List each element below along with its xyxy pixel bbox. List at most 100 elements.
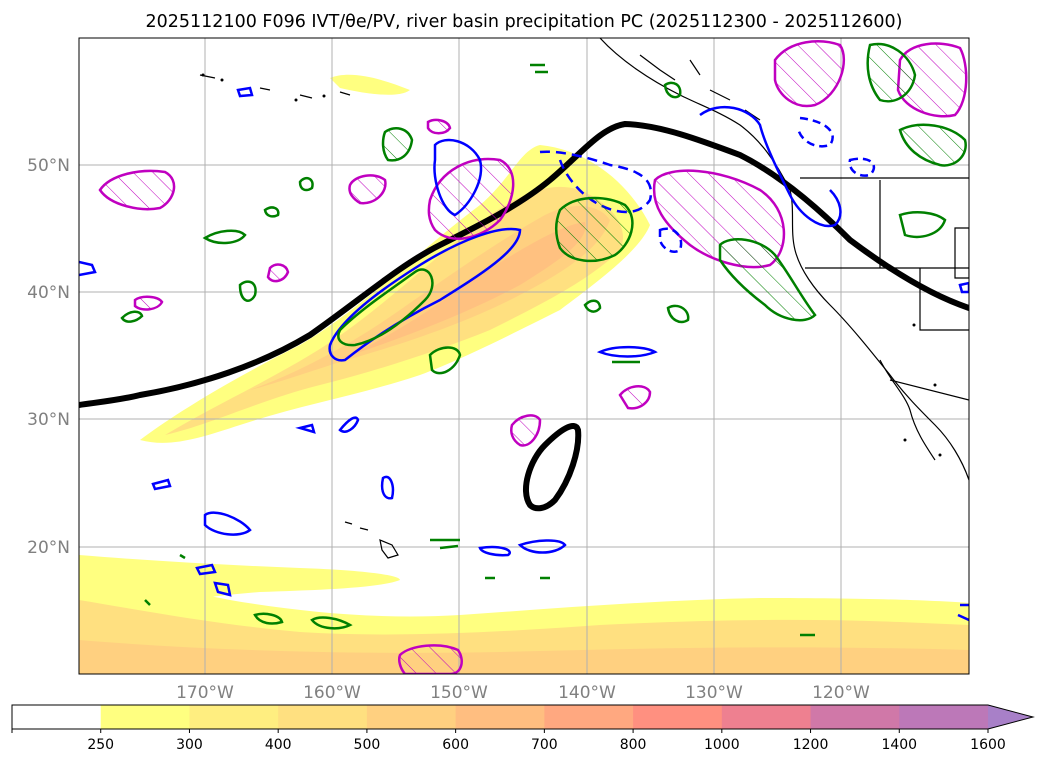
precip-g-8 <box>238 280 257 302</box>
colorbar-segment <box>189 705 279 729</box>
colorbar-label: 400 <box>265 737 292 753</box>
colorbar-label: 500 <box>354 737 381 753</box>
lon-label-160w: 160°W <box>303 683 361 703</box>
ivt-subtropical-400 <box>79 640 969 674</box>
precip-g-15 <box>666 304 690 324</box>
lon-label-130w: 130°W <box>685 683 743 703</box>
precip-g-11 <box>253 612 284 625</box>
pv-b-1 <box>328 227 522 362</box>
colorbar-segment <box>455 705 545 729</box>
precip-g-6 <box>898 123 967 167</box>
pv-m-5 <box>773 40 845 108</box>
map-panel <box>79 38 969 674</box>
lat-labels: 50°N 40°N 30°N 20°N <box>27 156 70 558</box>
aleutian-chain <box>199 74 351 99</box>
precip-g-23 <box>298 176 314 192</box>
lon-label-150w: 150°W <box>430 683 488 703</box>
precip-g-2 <box>381 127 414 162</box>
colorbar-extend-arrow <box>988 705 1033 729</box>
colorbar-label: 600 <box>442 737 469 753</box>
pv-m-7 <box>510 414 542 447</box>
mexico-border <box>889 379 969 401</box>
colorbar-label: 1600 <box>970 737 1006 753</box>
baja-coast <box>879 359 936 461</box>
colorbar-label: 250 <box>87 737 114 753</box>
colorbar-label: 1000 <box>704 737 740 753</box>
colorbar: 250 300 400 500 600 700 800 1000 1200 1400 1600 <box>11 704 1035 753</box>
pv-b-2 <box>433 138 483 217</box>
pv-m-11 <box>133 295 164 311</box>
precip-g-14 <box>583 299 602 313</box>
map-frame <box>78 37 970 675</box>
island-specks <box>201 73 942 457</box>
colorbar-label: 800 <box>620 737 647 753</box>
colorbar-label: 1200 <box>793 737 829 753</box>
precip-g-20 <box>144 553 186 606</box>
colorbar-segment <box>12 705 102 729</box>
hawaii <box>344 521 399 559</box>
precip-g-12 <box>310 616 353 630</box>
colorbar-segment <box>721 705 812 729</box>
lon-label-120w: 120°W <box>812 683 870 703</box>
lon-label-140w: 140°W <box>558 683 616 703</box>
pv-b-9 <box>151 478 232 597</box>
lat-label-50n: 50°N <box>27 156 70 176</box>
lon-labels: 170°W 160°W 150°W 140°W 130°W 120°W <box>176 683 870 703</box>
pv-m-8 <box>618 385 652 410</box>
colorbar-outline <box>11 704 1035 730</box>
pv-b-4 <box>596 345 658 358</box>
precip-g-17 <box>663 81 682 99</box>
pv-m-6 <box>896 42 968 118</box>
figure-title: 2025112100 F096 IVT/θe/PV, river basin p… <box>146 12 903 32</box>
pv-b-7 <box>478 539 567 557</box>
colorbar-label: 1400 <box>881 737 917 753</box>
colorbar-segment <box>544 705 634 729</box>
lat-label-30n: 30°N <box>27 410 70 430</box>
pv-m-9 <box>397 644 463 674</box>
precip-g-13 <box>430 538 460 550</box>
pv-b-dash-4 <box>848 157 876 177</box>
ivt-north-patch <box>330 74 410 95</box>
colorbar-label: 300 <box>176 737 203 753</box>
pv-b-dash-2 <box>658 227 683 253</box>
pv-m-1 <box>98 169 176 211</box>
colorbar-segment <box>810 705 900 729</box>
precip-g-7 <box>428 346 462 375</box>
colorbar-segment <box>278 705 368 729</box>
pv-m-10 <box>426 118 452 135</box>
precip-g-18 <box>898 211 947 239</box>
precip-g-3 <box>555 196 634 263</box>
theta-e-main <box>79 120 969 408</box>
pv-m-2 <box>348 174 387 205</box>
alaska-coast <box>599 38 969 481</box>
theta-e-contours <box>79 120 969 512</box>
gridlines <box>79 38 969 674</box>
precip-g-16 <box>120 310 144 323</box>
pv-b-8 <box>79 260 97 277</box>
precip-g-5 <box>866 42 917 103</box>
pv-b-6 <box>380 475 395 500</box>
colorbar-segment <box>633 705 723 729</box>
precip-green-contours <box>120 42 967 637</box>
pv-b-10 <box>295 416 360 434</box>
precip-g-10 <box>263 206 280 218</box>
colorbar-labels: 250 300 400 500 600 700 800 1000 1200 1400 1600 <box>87 737 1005 753</box>
pv-b-13 <box>236 86 254 98</box>
colorbar-segment <box>899 705 989 729</box>
pv-b-3 <box>699 105 842 228</box>
colorbar-ticks <box>11 729 989 733</box>
precip-g-1 <box>337 268 434 347</box>
bc-coast-islands <box>639 54 761 121</box>
theta-e-closed <box>523 423 582 512</box>
precip-g-19 <box>530 63 548 74</box>
pv-b-5 <box>203 511 252 536</box>
pv-b-12 <box>958 281 969 294</box>
precip-g-9 <box>202 229 247 245</box>
ivt-shading <box>79 74 969 674</box>
pv-m-12 <box>266 263 290 283</box>
pv-b-dash-3 <box>796 116 834 148</box>
pv-b-dash-1 <box>539 150 653 214</box>
colorbar-segment <box>100 705 190 729</box>
colorbar-label: 700 <box>531 737 558 753</box>
